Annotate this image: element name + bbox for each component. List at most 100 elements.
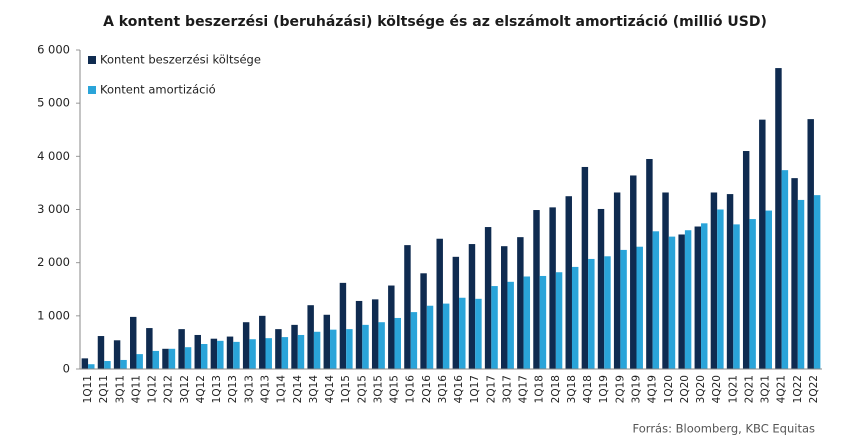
x-tick-label: 2Q16 xyxy=(421,375,433,404)
y-tick-label: 2 000 xyxy=(37,255,70,269)
bar xyxy=(452,256,460,369)
bar xyxy=(636,246,643,369)
bar xyxy=(507,281,514,369)
bar xyxy=(388,285,395,369)
bar xyxy=(371,299,379,369)
x-tick-label: 1Q22 xyxy=(792,375,804,403)
x-tick-label: 3Q21 xyxy=(760,375,772,403)
x-tick-label: 4Q15 xyxy=(389,375,401,403)
x-tick-label: 4Q13 xyxy=(260,375,272,403)
x-tick-label: 2Q15 xyxy=(356,375,368,403)
bar xyxy=(775,68,782,370)
bar xyxy=(200,344,208,369)
y-tick-label: 1 000 xyxy=(37,308,70,322)
x-tick-label: 4Q18 xyxy=(582,375,594,403)
legend-swatch xyxy=(88,86,96,94)
bar xyxy=(684,230,692,369)
bar xyxy=(581,166,589,369)
bar xyxy=(694,226,702,369)
x-tick-label: 1Q11 xyxy=(82,375,94,403)
x-tick-label: 1Q20 xyxy=(663,375,675,403)
bar xyxy=(88,364,95,369)
x-tick-label: 4Q12 xyxy=(195,375,207,403)
x-tick-label: 1Q15 xyxy=(340,375,352,403)
bar xyxy=(249,339,256,369)
bar xyxy=(733,224,740,369)
bar xyxy=(710,192,718,369)
x-tick-label: 4Q16 xyxy=(453,375,465,404)
bar xyxy=(571,266,579,369)
bar xyxy=(339,282,347,369)
bar xyxy=(162,348,169,369)
bar xyxy=(652,231,660,369)
bar xyxy=(533,210,540,369)
x-tick-label: 2Q13 xyxy=(227,375,239,403)
bar xyxy=(662,192,669,369)
x-tick-label: 4Q14 xyxy=(324,375,336,404)
x-tick-label: 3Q13 xyxy=(243,375,255,403)
bar xyxy=(378,322,385,369)
bar xyxy=(549,207,556,369)
x-tick-label: 1Q21 xyxy=(727,375,739,403)
bar xyxy=(539,275,547,369)
bar xyxy=(630,175,637,369)
bar xyxy=(130,316,137,369)
x-tick-label: 3Q16 xyxy=(437,375,449,404)
bar xyxy=(604,256,611,369)
x-tick-label: 1Q17 xyxy=(469,375,481,403)
bar xyxy=(742,151,750,369)
legend-label: Kontent beszerzési költsége xyxy=(100,53,261,67)
bar xyxy=(501,246,508,369)
x-tick-label: 4Q11 xyxy=(130,375,142,403)
y-tick-label: 5 000 xyxy=(37,96,70,110)
legend-swatch xyxy=(88,56,96,64)
bar xyxy=(791,178,798,369)
x-tick-label: 3Q17 xyxy=(501,375,513,403)
bar xyxy=(152,350,160,369)
x-tick-label: 1Q14 xyxy=(276,375,288,404)
bar xyxy=(313,331,321,369)
bar xyxy=(307,305,314,369)
bar xyxy=(797,199,805,369)
bar xyxy=(781,170,789,369)
x-tick-label: 1Q18 xyxy=(534,375,546,403)
bar xyxy=(620,249,627,369)
bar xyxy=(597,208,605,369)
bar xyxy=(813,195,821,369)
bar xyxy=(765,210,772,369)
x-tick-label: 2Q21 xyxy=(743,375,755,403)
bar xyxy=(613,192,621,369)
bar xyxy=(588,258,595,369)
bar xyxy=(136,354,143,369)
bar xyxy=(178,329,185,369)
bar xyxy=(555,272,563,369)
x-tick-label: 2Q19 xyxy=(614,375,626,403)
bar xyxy=(426,305,434,369)
x-tick-label: 4Q17 xyxy=(518,375,530,403)
bar xyxy=(362,324,369,369)
bar xyxy=(113,340,121,369)
bar xyxy=(355,300,363,369)
bar xyxy=(217,340,224,369)
bar xyxy=(436,238,443,369)
bar xyxy=(81,358,89,369)
x-tick-label: 2Q17 xyxy=(485,375,497,403)
bar xyxy=(210,338,218,369)
bar xyxy=(759,119,766,369)
y-tick-label: 6 000 xyxy=(37,43,70,57)
x-tick-label: 2Q11 xyxy=(98,375,110,403)
x-tick-label: 2Q12 xyxy=(163,375,175,403)
bar xyxy=(323,314,331,369)
x-tick-label: 4Q19 xyxy=(647,375,659,403)
y-tick-label: 0 xyxy=(63,362,70,376)
bar xyxy=(281,337,289,369)
x-tick-label: 1Q19 xyxy=(598,375,610,403)
bar xyxy=(104,361,111,369)
bar xyxy=(291,324,298,369)
x-tick-label: 4Q21 xyxy=(776,375,788,403)
x-tick-label: 3Q11 xyxy=(114,375,126,403)
x-tick-label: 3Q12 xyxy=(179,375,191,403)
bar xyxy=(233,341,240,369)
bar xyxy=(807,119,814,369)
